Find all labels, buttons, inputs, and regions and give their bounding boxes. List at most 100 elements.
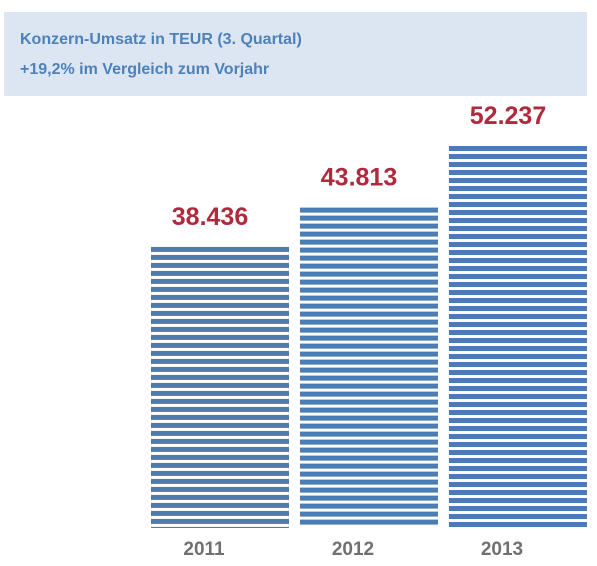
category-label-2012: 2012	[332, 539, 374, 560]
bar-stripe	[449, 146, 587, 151]
bar-stripe	[449, 490, 587, 495]
bar-stripe	[300, 215, 438, 221]
category-label-2013: 2013	[481, 539, 523, 560]
chart-subtitle: +19,2% im Vergleich zum Vorjahr	[20, 61, 270, 78]
bar-stripe	[449, 458, 587, 463]
bar-stripe	[151, 422, 289, 428]
bar-stripe	[300, 479, 438, 485]
bar-stripe	[449, 250, 587, 255]
bar-stripe	[300, 295, 438, 301]
bar-2012	[300, 207, 438, 525]
bar-stripe	[449, 426, 587, 431]
bar-stripe	[151, 278, 289, 284]
bar-stripe	[449, 282, 587, 287]
bar-stripe	[449, 450, 587, 455]
bar-stripe	[151, 446, 289, 452]
bar-stripe	[151, 382, 289, 388]
bar-stripe	[151, 502, 289, 508]
bar-stripe	[300, 383, 438, 389]
bar-stripe	[449, 394, 587, 399]
bar-stripe	[151, 390, 289, 396]
bar-stripe	[449, 162, 587, 167]
value-label-2011: 38.436	[172, 203, 248, 231]
bar-stripe	[300, 271, 438, 277]
bar-stripe	[151, 526, 289, 528]
bar-stripe	[300, 311, 438, 317]
bar-stripe	[151, 374, 289, 380]
bar-stripe	[300, 367, 438, 373]
bar-stripe	[300, 247, 438, 253]
bar-stripe	[300, 343, 438, 349]
chart-header: Konzern-Umsatz in TEUR (3. Quartal) +19,…	[4, 12, 587, 96]
bar-stripe	[449, 242, 587, 247]
bar-stripe	[151, 366, 289, 372]
bar-stripe	[151, 406, 289, 412]
value-label-2013: 52.237	[470, 102, 546, 130]
bar-stripe	[449, 474, 587, 479]
bar-stripe	[300, 447, 438, 453]
bar-stripe	[151, 310, 289, 316]
bar-stripe	[300, 287, 438, 293]
bar-stripe	[300, 431, 438, 437]
bar-stripe	[449, 482, 587, 487]
bar-stripe	[300, 223, 438, 229]
bar-stripe	[151, 462, 289, 468]
bar-stripe	[449, 378, 587, 383]
bar-stripe	[151, 478, 289, 484]
bar-stripe	[300, 503, 438, 509]
bar-stripe	[449, 298, 587, 303]
bar-2013	[449, 146, 587, 527]
bar-stripe	[449, 466, 587, 471]
bar-stripe	[151, 270, 289, 276]
bar-stripe	[300, 207, 438, 213]
bar-stripe	[151, 350, 289, 356]
bar-stripe	[449, 370, 587, 375]
bar-stripe	[151, 318, 289, 324]
bar-stripe	[151, 302, 289, 308]
bar-stripe	[449, 186, 587, 191]
bar-stripe	[449, 218, 587, 223]
category-label-2011: 2011	[183, 539, 225, 560]
bar-stripe	[300, 327, 438, 333]
bar-stripe	[449, 266, 587, 271]
bar-stripe	[449, 338, 587, 343]
bar-stripe	[300, 495, 438, 501]
bar-stripe	[151, 470, 289, 476]
bar-stripe	[151, 398, 289, 404]
bar-stripe	[300, 439, 438, 445]
bar-stripe	[151, 414, 289, 420]
bar-stripe	[300, 423, 438, 429]
bar-stripe	[449, 202, 587, 207]
bar-stripe	[300, 391, 438, 397]
bar-stripe	[449, 442, 587, 447]
bar-stripe	[300, 511, 438, 517]
bar-stripe	[151, 286, 289, 292]
bar-stripe	[151, 254, 289, 260]
bar-stripe	[449, 194, 587, 199]
bar-stripe	[151, 438, 289, 444]
bar-stripe	[151, 294, 289, 300]
bar-stripe	[151, 510, 289, 516]
bar-stripe	[151, 342, 289, 348]
bar-stripe	[449, 322, 587, 327]
bar-stripe	[300, 359, 438, 365]
bar-stripe	[449, 306, 587, 311]
bar-stripe	[449, 386, 587, 391]
bar-stripe	[449, 330, 587, 335]
bar-stripe	[300, 231, 438, 237]
bar-stripe	[449, 226, 587, 231]
bar-stripe	[151, 454, 289, 460]
bar-stripe	[449, 522, 587, 527]
bar-stripe	[449, 354, 587, 359]
bar-stripe	[151, 334, 289, 340]
bar-stripe	[300, 407, 438, 413]
bar-stripe	[300, 303, 438, 309]
bar-stripe	[151, 262, 289, 268]
bar-stripe	[151, 518, 289, 524]
bar-stripe	[300, 471, 438, 477]
bar-stripe	[449, 410, 587, 415]
bar-2011	[151, 246, 289, 528]
bar-stripe	[449, 290, 587, 295]
bar-stripe	[300, 319, 438, 325]
